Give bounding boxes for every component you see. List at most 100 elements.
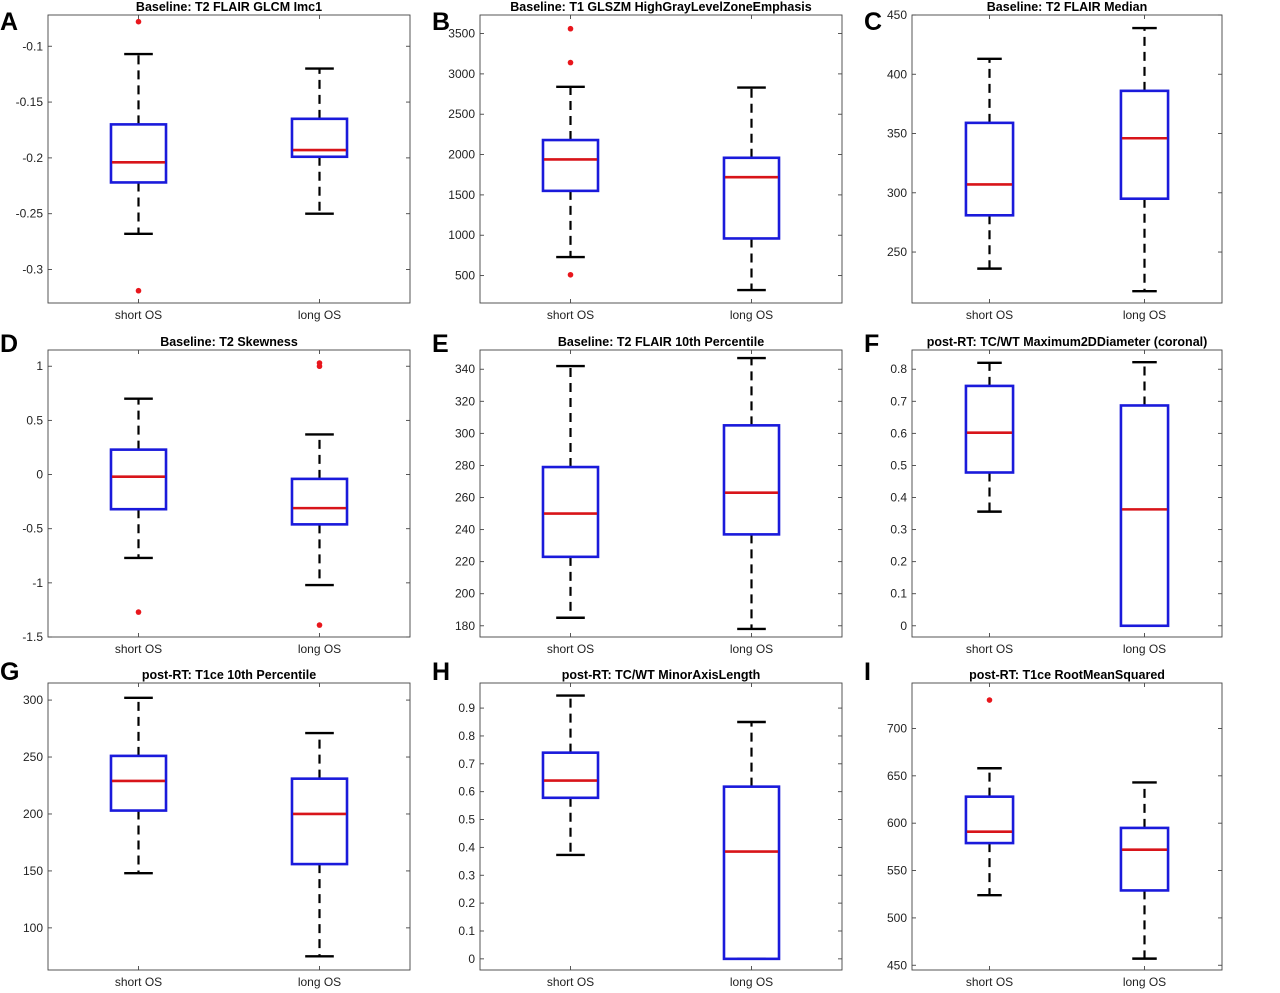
y-tick-label: 1500 (448, 188, 475, 202)
x-category-label: long OS (1123, 975, 1166, 989)
x-category-label: short OS (966, 642, 1013, 656)
x-category-label: short OS (115, 642, 162, 656)
y-tick-label: -0.3 (22, 263, 43, 277)
x-category-label: long OS (730, 308, 773, 322)
y-tick-label: 1000 (448, 228, 475, 242)
outlier-point (135, 609, 142, 615)
iqr-box (290, 117, 349, 159)
x-category-label: long OS (1123, 308, 1166, 322)
panel-b: B Baseline: T1 GLSZM HighGrayLevelZoneEmp… (432, 0, 843, 322)
y-tick-label: 2000 (448, 148, 475, 162)
x-category-label: long OS (730, 975, 773, 989)
y-tick-label: 300 (23, 693, 43, 707)
iqr-box (722, 156, 781, 240)
box-long-os (1119, 781, 1170, 960)
y-tick-label: 450 (887, 958, 907, 972)
panel-title: Baseline: T2 FLAIR Median (987, 0, 1147, 14)
y-tick-label: -0.25 (16, 207, 44, 221)
panel-label: A (0, 8, 18, 36)
y-tick-label: 550 (887, 864, 907, 878)
axes-frame (47, 14, 411, 304)
x-category-label: long OS (298, 642, 341, 656)
box-short-os (109, 397, 168, 615)
box-long-os (722, 86, 781, 292)
panel-label: D (0, 330, 18, 358)
iqr-box (290, 477, 349, 526)
x-category-label: short OS (115, 308, 162, 322)
x-category-label: long OS (730, 642, 773, 656)
box-short-os (109, 18, 168, 294)
box-short-os (109, 696, 168, 875)
y-tick-label: 0.1 (890, 587, 907, 601)
box-long-os (722, 356, 781, 631)
y-tick-label: 250 (887, 245, 907, 259)
y-tick-label: 0.4 (890, 491, 907, 505)
axes-frame (479, 349, 843, 638)
axes-frame (479, 14, 843, 304)
y-tick-label: 0.5 (890, 458, 907, 472)
y-tick-label: 0.5 (458, 813, 475, 827)
y-tick-label: 500 (455, 269, 475, 283)
box-short-os (541, 364, 600, 619)
y-tick-label: -0.5 (22, 522, 43, 536)
panel-a: A Baseline: T2 FLAIR GLCM Imc1 -0.3 -0.25 -0… (0, 0, 411, 322)
panel-title: Baseline: T2 FLAIR GLCM Imc1 (136, 0, 322, 14)
y-tick-label: 250 (23, 750, 43, 764)
y-tick-label: 1 (36, 359, 43, 373)
iqr-box (964, 121, 1015, 217)
y-tick-label: 3500 (448, 27, 475, 41)
panel-label: C (864, 8, 882, 36)
y-tick-label: 150 (23, 864, 43, 878)
iqr-box (290, 777, 349, 866)
y-tick-label: 2500 (448, 107, 475, 121)
y-tick-label: 0.5 (26, 413, 43, 427)
iqr-box (541, 465, 600, 559)
y-tick-label: 340 (455, 362, 475, 376)
panel-title: Baseline: T2 FLAIR 10th Percentile (558, 335, 764, 349)
axes-frame (911, 14, 1223, 304)
panel-label: E (432, 330, 449, 358)
outlier-point (316, 363, 323, 370)
panel-c: C Baseline: T2 FLAIR Median 250 300 350 400 45… (864, 0, 1223, 322)
y-tick-label: -1.5 (22, 630, 43, 644)
axes-frame (911, 349, 1223, 638)
panel-d: D Baseline: T2 Skewness -1.5 -1 -0.5 0 0.5 1 sho… (0, 330, 411, 656)
x-category-label: short OS (547, 642, 594, 656)
iqr-box (109, 448, 168, 511)
iqr-box (964, 795, 1015, 845)
y-tick-label: 0.4 (458, 840, 475, 854)
x-category-label: long OS (1123, 642, 1166, 656)
y-tick-label: 100 (23, 921, 43, 935)
y-tick-label: 0.2 (458, 896, 475, 910)
box-short-os (964, 361, 1015, 513)
y-tick-label: 280 (455, 458, 475, 472)
iqr-box (109, 754, 168, 812)
x-category-label: short OS (966, 975, 1013, 989)
panel-label: I (864, 658, 871, 686)
y-tick-label: 0.7 (458, 757, 475, 771)
outlier-point (567, 25, 574, 32)
box-short-os (541, 25, 600, 278)
box-long-os (290, 67, 349, 215)
box-long-os (290, 731, 349, 958)
outlier-point (135, 18, 142, 25)
box-short-os (964, 57, 1015, 270)
y-tick-label: 260 (455, 491, 475, 505)
y-tick-label: 650 (887, 769, 907, 783)
y-tick-label: 320 (455, 394, 475, 408)
outlier-point (316, 622, 323, 628)
panel-title: post-RT: T1ce RootMeanSquared (969, 668, 1165, 682)
box-long-os (1119, 360, 1170, 628)
y-tick-label: 0.8 (458, 729, 475, 743)
axes-frame (47, 682, 411, 971)
box-short-os (964, 697, 1015, 897)
y-tick-label: 300 (455, 426, 475, 440)
y-tick-label: 0.1 (458, 924, 475, 938)
y-tick-label: 0 (900, 619, 907, 633)
iqr-box (541, 751, 600, 800)
panel-title: Baseline: T1 GLSZM HighGrayLevelZoneEmph… (510, 0, 812, 14)
y-tick-label: 450 (887, 8, 907, 22)
